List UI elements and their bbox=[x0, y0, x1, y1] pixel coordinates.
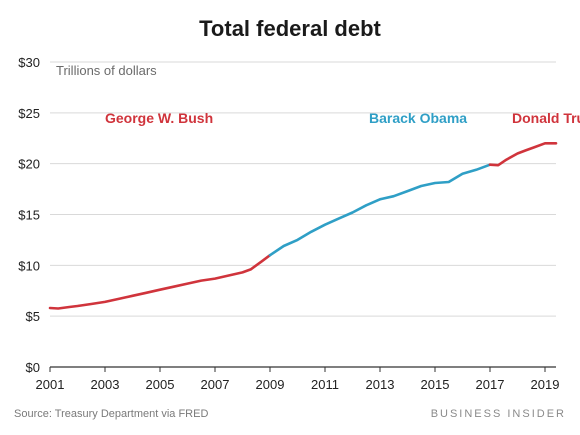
x-tick-label: 2007 bbox=[201, 377, 230, 392]
x-tick-label: 2005 bbox=[146, 377, 175, 392]
x-tick-label: 2015 bbox=[421, 377, 450, 392]
chart-subtitle: Trillions of dollars bbox=[56, 63, 157, 78]
brand-logo: BUSINESS INSIDER bbox=[431, 408, 566, 420]
x-tick-label: 2001 bbox=[36, 377, 65, 392]
x-tick-label: 2017 bbox=[476, 377, 505, 392]
era-labels: George W. Bush Barack Obama Donald Trump bbox=[105, 110, 580, 126]
y-tick-label: $25 bbox=[18, 106, 40, 121]
era-label: George W. Bush bbox=[105, 110, 213, 126]
y-tick-label: $10 bbox=[18, 258, 40, 273]
x-axis-ticks: 2001 2003 2005 2007 2009 2011 2013 2015 2017 2019 bbox=[36, 367, 560, 392]
x-tick-label: 2011 bbox=[311, 377, 339, 392]
y-tick-label: $20 bbox=[18, 157, 40, 172]
y-tick-label: $15 bbox=[18, 208, 40, 223]
x-tick-label: 2003 bbox=[91, 377, 120, 392]
x-tick-label: 2013 bbox=[366, 377, 395, 392]
series-line bbox=[48, 253, 272, 310]
source-note: Source: Treasury Department via FRED bbox=[14, 408, 208, 420]
era-label: Donald Trump bbox=[512, 110, 580, 126]
x-tick-label: 2009 bbox=[256, 377, 285, 392]
series-lines bbox=[48, 142, 558, 310]
y-tick-label: $30 bbox=[18, 55, 40, 70]
x-tick-label: 2019 bbox=[531, 377, 560, 392]
grid-lines bbox=[50, 61, 556, 317]
y-tick-label: $5 bbox=[26, 309, 40, 324]
y-tick-label: $0 bbox=[26, 360, 40, 375]
series-line bbox=[268, 163, 492, 257]
chart-title: Total federal debt bbox=[199, 16, 381, 41]
series-line bbox=[488, 142, 558, 167]
era-label: Barack Obama bbox=[369, 110, 467, 126]
y-axis-ticks: $0 $5 $10 $15 $20 $25 $30 bbox=[18, 55, 40, 375]
